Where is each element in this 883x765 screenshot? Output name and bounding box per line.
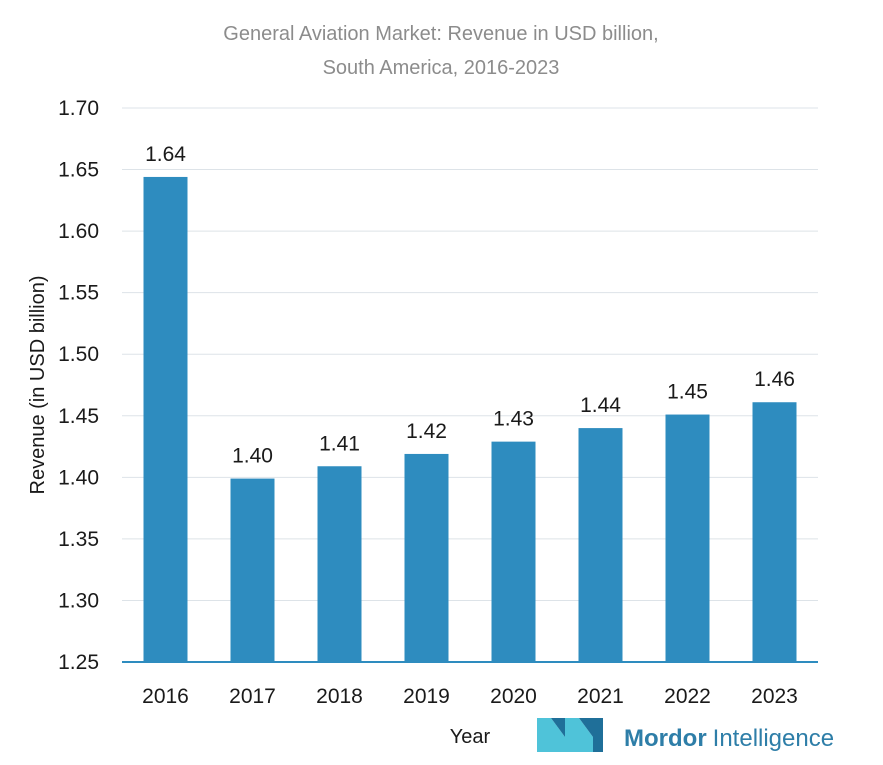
data-label: 1.40 [232,445,273,468]
x-tick-label: 2016 [142,685,189,708]
grid-lines [122,107,818,601]
bar [143,176,188,663]
y-tick-label: 1.25 [58,651,99,674]
y-tick-label: 1.70 [58,97,99,120]
bar [752,402,797,662]
data-label: 1.43 [493,408,534,431]
bar [317,466,362,662]
y-tick-label: 1.35 [58,528,99,551]
x-tick-label: 2023 [751,685,798,708]
y-tick-label: 1.65 [58,159,99,182]
y-tick-label: 1.45 [58,405,99,428]
data-labels: 1.64 1.40 1.41 1.42 1.43 1.44 1.45 1.46 [145,143,795,468]
y-axis-ticks: 1.70 1.65 1.60 1.55 1.50 1.45 1.40 1.35 1.30 1.25 [58,97,99,674]
y-tick-label: 1.30 [58,589,99,612]
data-label: 1.64 [145,143,186,166]
y-tick-label: 1.50 [58,343,99,366]
x-tick-label: 2022 [664,685,711,708]
logo-text-secondary: Intelligence [713,725,834,752]
bar [665,414,710,662]
y-tick-label: 1.55 [58,282,99,305]
data-label: 1.44 [580,394,621,417]
chart-title: General Aviation Market: Revenue in USD … [223,23,658,45]
mordor-intelligence-logo: Mordor Intelligence [537,718,834,752]
data-label: 1.46 [754,368,795,391]
bar [404,453,449,662]
logo-mark-icon [537,718,603,752]
x-tick-label: 2019 [403,685,450,708]
x-axis-ticks: 2016 2017 2018 2019 2020 2021 2022 2023 [142,685,798,708]
bars [143,176,797,663]
y-axis-title: Revenue (in USD billion) [27,276,49,495]
data-label: 1.41 [319,432,360,455]
data-label: 1.42 [406,420,447,443]
x-axis-title: Year [450,726,491,748]
bar [230,478,275,662]
bar [491,441,536,662]
x-tick-label: 2017 [229,685,276,708]
y-tick-label: 1.60 [58,220,99,243]
x-tick-label: 2021 [577,685,624,708]
x-tick-label: 2020 [490,685,537,708]
x-tick-label: 2018 [316,685,363,708]
y-tick-label: 1.40 [58,466,99,489]
bar [578,428,623,662]
logo-text-primary: Mordor [624,725,707,752]
data-label: 1.45 [667,381,708,404]
chart-subtitle: South America, 2016-2023 [323,57,560,79]
